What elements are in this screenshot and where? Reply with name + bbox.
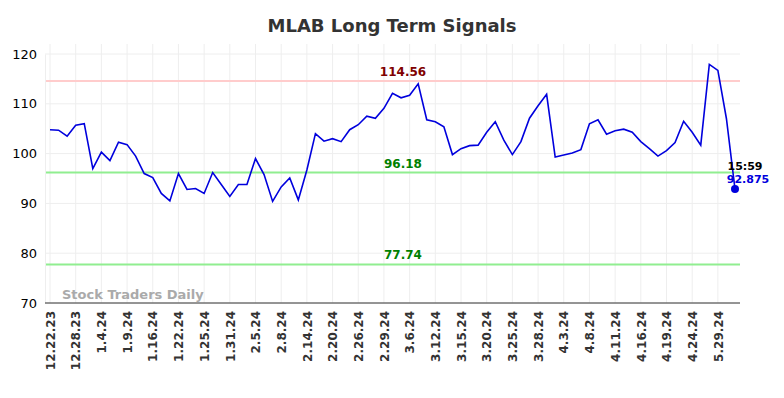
level-label: 114.56 — [380, 65, 426, 79]
y-tick: 100 — [12, 146, 45, 161]
x-tick-label: 3.12.24 — [429, 311, 443, 362]
x-tick-label: 1.22.24 — [172, 311, 186, 362]
grid-line-y — [45, 103, 740, 104]
x-tick: 1.25.24 — [198, 303, 212, 362]
title: MLAB Long Term Signals — [268, 15, 517, 36]
y-tick-label: 100 — [12, 146, 37, 161]
y-tick: 90 — [20, 196, 45, 211]
x-tick-label: 4.8.24 — [583, 311, 597, 354]
last-value: 92.875 — [727, 173, 769, 186]
x-tick-label: 2.14.24 — [301, 311, 315, 362]
x-axis-line — [45, 303, 740, 304]
x-axis: 12.22.23 12.28.23 1.4.24 1.9.24 1.16.24 1.22.… — [44, 303, 740, 370]
x-tick: 2.5.24 — [249, 303, 263, 354]
x-tick: 4.24.24 — [686, 303, 700, 362]
y-axis-line — [45, 55, 46, 304]
last-time: 15:59 — [727, 160, 762, 173]
x-tick: 12.22.23 — [44, 303, 58, 370]
grid-line-y — [45, 54, 740, 55]
x-tick: 4.16.24 — [635, 303, 649, 362]
x-tick-label: 1.9.24 — [121, 311, 135, 354]
x-tick: 3.25.24 — [506, 303, 520, 362]
x-tick: 1.4.24 — [95, 303, 109, 354]
x-tick-label: 12.28.23 — [69, 311, 83, 370]
last-point — [731, 185, 739, 193]
x-tick: 4.3.24 — [557, 303, 571, 354]
x-tick: 2.26.24 — [352, 303, 366, 362]
y-tick-label: 120 — [12, 47, 37, 62]
x-tick-label: 1.25.24 — [198, 311, 212, 362]
x-tick-label: 1.4.24 — [95, 311, 109, 354]
y-axis: 70 80 90 100 110 120 — [12, 47, 45, 311]
x-tick: 4.19.24 — [660, 303, 674, 362]
level-label: 96.18 — [384, 157, 422, 171]
x-tick: 3.20.24 — [480, 303, 494, 362]
x-tick-label: 4.11.24 — [609, 311, 623, 362]
grid-line-y — [45, 203, 740, 204]
x-tick: 3.15.24 — [455, 303, 469, 362]
level-line — [45, 80, 740, 82]
x-tick: 4.8.24 — [583, 303, 597, 354]
x-tick: 1.16.24 — [146, 303, 160, 362]
x-tick: 1.22.24 — [172, 303, 186, 362]
y-tick: 120 — [12, 47, 45, 62]
y-tick-label: 110 — [12, 96, 37, 111]
x-tick-label: 3.6.24 — [403, 311, 417, 354]
x-tick-label: 2.5.24 — [249, 311, 263, 354]
x-tick-label: 2.20.24 — [326, 311, 340, 362]
grid-line-y — [45, 303, 740, 304]
plot-area — [45, 64, 740, 264]
x-tick: 2.29.24 — [378, 303, 392, 362]
x-tick-label: 1.31.24 — [224, 311, 238, 362]
x-tick: 1.9.24 — [121, 303, 135, 354]
x-tick: 3.28.24 — [532, 303, 546, 362]
x-tick-label: 4.24.24 — [686, 311, 700, 362]
x-tick: 12.28.23 — [69, 303, 83, 370]
x-tick: 2.20.24 — [326, 303, 340, 362]
y-tick-label: 90 — [20, 196, 37, 211]
x-tick: 5.29.24 — [712, 303, 726, 362]
x-tick-label: 12.22.23 — [44, 311, 58, 370]
x-tick: 3.12.24 — [429, 303, 443, 362]
x-tick-label: 2.29.24 — [378, 311, 392, 362]
x-tick-label: 4.3.24 — [557, 311, 571, 354]
level-label: 77.74 — [384, 248, 422, 262]
x-tick-label: 3.15.24 — [455, 311, 469, 362]
x-tick-label: 3.25.24 — [506, 311, 520, 362]
level-line — [45, 263, 740, 265]
watermark: Stock Traders Daily — [62, 287, 204, 302]
level-line — [45, 172, 740, 174]
y-tick: 70 — [20, 296, 45, 311]
x-tick-label: 1.16.24 — [146, 311, 160, 362]
y-tick: 80 — [20, 246, 45, 261]
x-tick-label: 3.28.24 — [532, 311, 546, 362]
x-tick: 3.6.24 — [403, 303, 417, 354]
y-tick-label: 80 — [20, 246, 37, 261]
x-tick: 1.31.24 — [224, 303, 238, 362]
x-tick-label: 2.26.24 — [352, 311, 366, 362]
x-tick: 2.8.24 — [275, 303, 289, 354]
y-tick: 110 — [12, 96, 45, 111]
grid-line-y — [45, 153, 740, 154]
x-tick: 4.11.24 — [609, 303, 623, 362]
x-tick-label: 5.29.24 — [712, 311, 726, 362]
y-tick-label: 70 — [20, 296, 37, 311]
chart: MLAB Long Term Signals 114.56 96.18 77.74 15… — [0, 0, 784, 398]
x-tick-label: 4.19.24 — [660, 311, 674, 362]
grid — [45, 44, 740, 303]
x-tick-label: 3.20.24 — [480, 311, 494, 362]
x-tick-label: 2.8.24 — [275, 311, 289, 354]
price-line — [50, 64, 735, 201]
x-tick: 2.14.24 — [301, 303, 315, 362]
x-tick-label: 4.16.24 — [635, 311, 649, 362]
